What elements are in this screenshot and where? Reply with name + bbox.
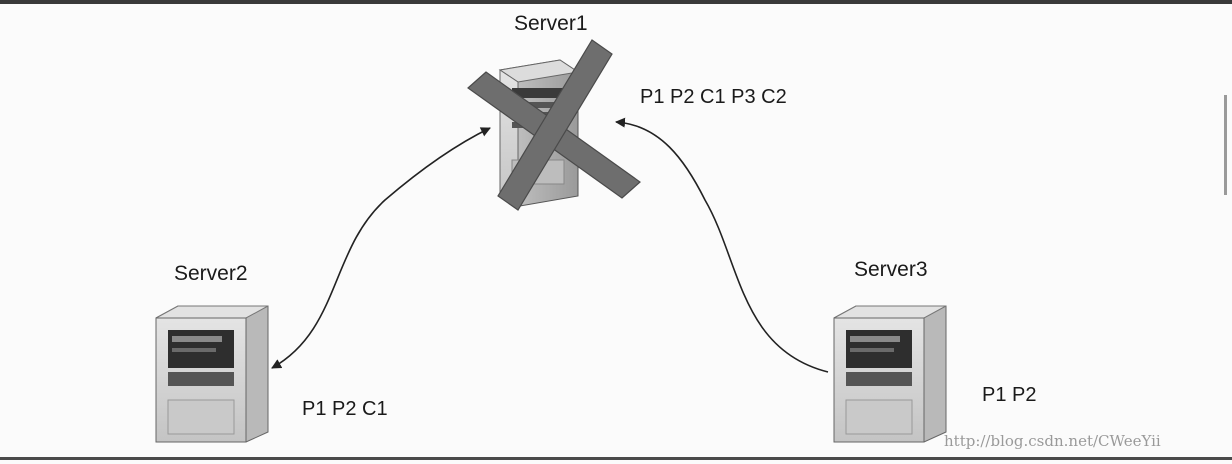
failure-cross-icon xyxy=(467,39,641,211)
server3-icon xyxy=(833,305,947,443)
server3-label: Server3 xyxy=(854,258,928,281)
watermark-url: http://blog.csdn.net/CWeeYii xyxy=(944,432,1161,450)
right-edge-mark xyxy=(1224,95,1227,195)
server1-log: P1 P2 C1 P3 C2 xyxy=(640,86,787,108)
top-border xyxy=(0,0,1232,4)
bottom-border xyxy=(0,457,1232,460)
server2-label: Server2 xyxy=(174,262,248,285)
server1-label: Server1 xyxy=(514,12,588,35)
server3-log: P1 P2 xyxy=(982,384,1037,406)
server2-log: P1 P2 C1 xyxy=(302,398,388,420)
connector-server2-server1 xyxy=(271,127,491,369)
connector-server3-server1 xyxy=(615,117,829,373)
server2-icon xyxy=(155,305,269,443)
